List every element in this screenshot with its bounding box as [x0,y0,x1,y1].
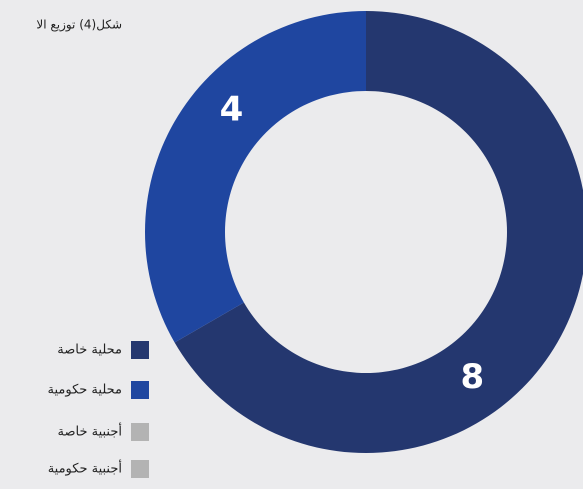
legend-label: أجنبية خاصة [57,423,122,440]
legend-label: محلية حكومية [48,383,122,398]
chart-title: شكل(4) توزيع الا [36,18,122,33]
legend-swatch [131,460,149,478]
legend-label: أجنبية حكومية [48,460,122,477]
data-label: 4 [220,89,244,129]
legend-swatch [131,423,149,441]
data-label: 8 [461,357,485,397]
legend-label: محلية خاصة [57,343,122,358]
donut-segment [145,11,366,343]
legend-swatch [131,381,149,399]
legend-swatch [131,341,149,359]
donut-segment [174,11,583,453]
